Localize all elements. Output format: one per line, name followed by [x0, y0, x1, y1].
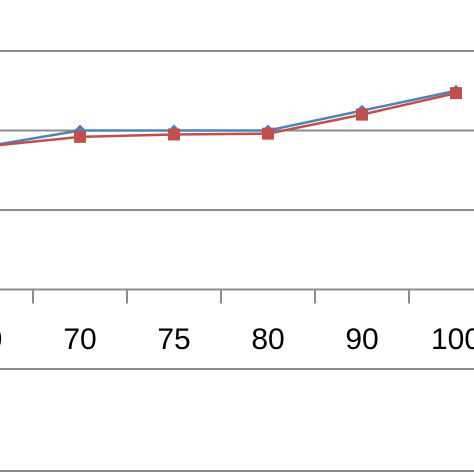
x-tick-label: 80 — [251, 323, 284, 356]
x-tick-label: 70 — [63, 323, 96, 356]
x-tick-label: 0 — [0, 323, 2, 356]
data-point-series-2 — [262, 127, 274, 140]
gridlines — [0, 50, 474, 370]
x-axis-ticks — [32, 289, 410, 304]
series-group — [0, 84, 462, 147]
x-tick-label: 75 — [157, 323, 190, 356]
data-point-series-2 — [450, 87, 462, 100]
data-point-series-2 — [356, 108, 368, 121]
data-point-series-2 — [168, 128, 180, 141]
data-point-series-2 — [74, 130, 86, 143]
x-axis-tick-labels: 0 70 75 80 90 100 — [0, 323, 474, 356]
x-tick-label: 100 — [431, 323, 474, 356]
series-line-1 — [0, 89, 457, 146]
x-tick-label: 90 — [345, 323, 378, 356]
series-line-2 — [0, 91, 457, 147]
